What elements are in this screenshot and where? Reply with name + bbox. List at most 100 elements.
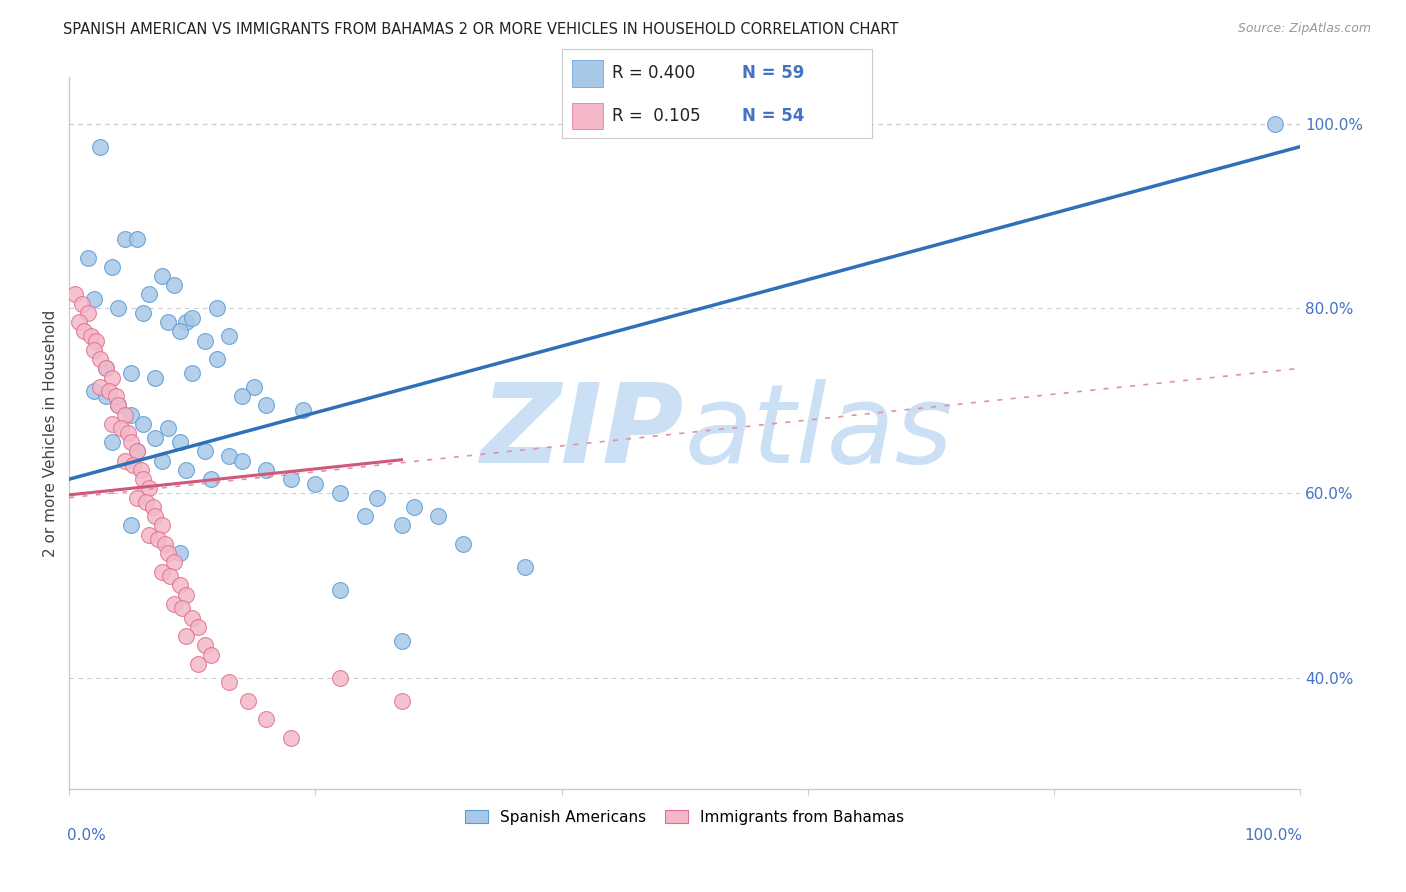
Point	[169, 435, 191, 450]
Point	[84, 334, 107, 348]
Point	[150, 268, 173, 283]
Text: ZIP: ZIP	[481, 379, 685, 486]
Point	[76, 251, 98, 265]
Point	[174, 588, 197, 602]
Point	[254, 398, 277, 412]
Point	[114, 453, 136, 467]
Point	[129, 463, 152, 477]
Point	[243, 380, 266, 394]
Point	[218, 329, 240, 343]
Point	[150, 453, 173, 467]
Point	[122, 458, 145, 473]
Point	[513, 560, 536, 574]
Point	[172, 601, 194, 615]
Point	[155, 537, 177, 551]
Text: 100.0%: 100.0%	[1244, 828, 1302, 843]
Point	[138, 482, 160, 496]
Point	[254, 712, 277, 726]
Point	[125, 444, 148, 458]
Point	[96, 389, 118, 403]
Point	[174, 463, 197, 477]
Point	[107, 398, 129, 412]
Point	[120, 518, 142, 533]
Point	[218, 675, 240, 690]
Point	[145, 509, 167, 524]
Point	[236, 694, 259, 708]
Point	[125, 491, 148, 505]
Point	[73, 325, 96, 339]
Point	[181, 310, 204, 325]
Point	[187, 657, 209, 671]
Point	[70, 296, 93, 310]
Point	[132, 417, 155, 431]
Point	[174, 315, 197, 329]
Text: 0.0%: 0.0%	[66, 828, 105, 843]
Point	[391, 518, 413, 533]
Point	[329, 671, 352, 685]
Point	[107, 398, 129, 412]
Point	[96, 361, 118, 376]
Point	[146, 532, 169, 546]
Point	[427, 509, 450, 524]
Point	[107, 301, 129, 316]
Point	[187, 620, 209, 634]
Point	[451, 537, 474, 551]
Point	[194, 639, 217, 653]
Point	[67, 315, 90, 329]
Point	[89, 139, 111, 153]
Point	[145, 370, 167, 384]
Point	[105, 389, 128, 403]
Bar	[572, 103, 603, 129]
Point	[353, 509, 375, 524]
Point	[138, 287, 160, 301]
Point	[142, 500, 165, 514]
Point	[280, 731, 302, 745]
Point	[159, 569, 181, 583]
Point	[205, 301, 228, 316]
Point	[114, 408, 136, 422]
Text: N = 54: N = 54	[742, 107, 804, 125]
Point	[169, 325, 191, 339]
Point	[101, 260, 124, 274]
Point	[89, 380, 111, 394]
Point	[83, 343, 105, 357]
Point	[329, 486, 352, 500]
Point	[80, 329, 103, 343]
Point	[97, 384, 120, 399]
Point	[120, 366, 142, 380]
Point	[391, 633, 413, 648]
Point	[110, 421, 132, 435]
Point	[205, 352, 228, 367]
Point	[96, 361, 118, 376]
Point	[135, 495, 157, 509]
Legend: Spanish Americans, Immigrants from Bahamas: Spanish Americans, Immigrants from Baham…	[460, 804, 910, 830]
Point	[83, 384, 105, 399]
Point	[120, 435, 142, 450]
Point	[132, 472, 155, 486]
Point	[120, 408, 142, 422]
Point	[138, 527, 160, 541]
Point	[304, 476, 326, 491]
Point	[174, 629, 197, 643]
Point	[163, 597, 186, 611]
Point	[156, 421, 179, 435]
Point	[132, 306, 155, 320]
Text: SPANISH AMERICAN VS IMMIGRANTS FROM BAHAMAS 2 OR MORE VEHICLES IN HOUSEHOLD CORR: SPANISH AMERICAN VS IMMIGRANTS FROM BAHA…	[63, 22, 898, 37]
Point	[145, 431, 167, 445]
Point	[391, 694, 413, 708]
Text: Source: ZipAtlas.com: Source: ZipAtlas.com	[1237, 22, 1371, 36]
Point	[150, 518, 173, 533]
Point	[194, 334, 217, 348]
Point	[218, 449, 240, 463]
Point	[194, 444, 217, 458]
Text: R =  0.105: R = 0.105	[612, 107, 700, 125]
Point	[200, 472, 222, 486]
Point	[163, 278, 186, 293]
Point	[83, 292, 105, 306]
Point	[89, 352, 111, 367]
Point	[181, 366, 204, 380]
Point	[117, 425, 139, 440]
Point	[280, 472, 302, 486]
Y-axis label: 2 or more Vehicles in Household: 2 or more Vehicles in Household	[44, 310, 58, 557]
Text: R = 0.400: R = 0.400	[612, 64, 695, 82]
